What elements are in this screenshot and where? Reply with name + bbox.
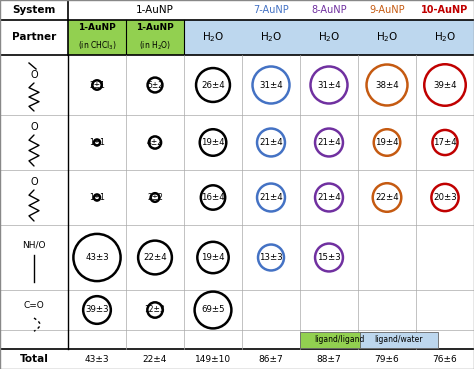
- Text: 1±1: 1±1: [89, 193, 105, 202]
- Text: 86±7: 86±7: [259, 355, 283, 363]
- Text: 21±4: 21±4: [317, 193, 341, 202]
- Text: Total: Total: [19, 354, 48, 364]
- Text: 39±4: 39±4: [433, 80, 457, 90]
- Text: H$_2$O: H$_2$O: [202, 31, 224, 44]
- Text: 20±3: 20±3: [433, 193, 457, 202]
- Text: 5±2: 5±2: [147, 80, 163, 90]
- Text: 22±4: 22±4: [143, 355, 167, 363]
- Text: 7-AuNP: 7-AuNP: [253, 5, 289, 15]
- Text: (in H$_2$O): (in H$_2$O): [139, 40, 171, 52]
- Text: 1-AuNP: 1-AuNP: [78, 23, 116, 32]
- Text: H$_2$O: H$_2$O: [260, 31, 282, 44]
- Text: O: O: [30, 122, 38, 132]
- Bar: [184, 20, 474, 55]
- Text: 17±4: 17±4: [433, 138, 457, 147]
- Text: ligand/ligand: ligand/ligand: [314, 335, 364, 344]
- Text: 31±4: 31±4: [317, 80, 341, 90]
- Text: (in CHCl$_3$): (in CHCl$_3$): [78, 40, 117, 52]
- Text: NH/O: NH/O: [22, 241, 46, 249]
- Text: 12±3: 12±3: [145, 306, 165, 314]
- Text: 76±6: 76±6: [433, 355, 457, 363]
- Text: 15±3: 15±3: [317, 253, 341, 262]
- Text: 16±4: 16±4: [201, 193, 225, 202]
- Text: 88±7: 88±7: [317, 355, 341, 363]
- Text: C=O: C=O: [24, 301, 45, 310]
- Text: O: O: [30, 177, 38, 187]
- Text: 31±4: 31±4: [259, 80, 283, 90]
- Text: 69±5: 69±5: [201, 306, 225, 314]
- Text: 149±10: 149±10: [195, 355, 231, 363]
- Text: 10-AuNP: 10-AuNP: [421, 5, 469, 15]
- Text: Partner: Partner: [12, 32, 56, 42]
- Text: 21±4: 21±4: [317, 138, 341, 147]
- Bar: [68, 20, 184, 55]
- Text: 13±3: 13±3: [259, 253, 283, 262]
- Text: 43±3: 43±3: [85, 253, 109, 262]
- Text: System: System: [12, 5, 55, 15]
- Text: 2±2: 2±2: [147, 193, 163, 202]
- Text: 22±4: 22±4: [143, 253, 167, 262]
- Text: 2±1: 2±1: [89, 80, 105, 90]
- Text: 1±1: 1±1: [89, 138, 105, 147]
- Text: 38±4: 38±4: [375, 80, 399, 90]
- Bar: [300, 331, 378, 348]
- Text: ligand/water: ligand/water: [375, 335, 423, 344]
- Text: H$_2$O: H$_2$O: [318, 31, 340, 44]
- Text: O: O: [30, 70, 38, 80]
- Text: 39±3: 39±3: [85, 306, 109, 314]
- Text: 19±4: 19±4: [201, 253, 225, 262]
- Text: H$_2$O: H$_2$O: [376, 31, 398, 44]
- Text: 8-AuNP: 8-AuNP: [311, 5, 347, 15]
- Text: 21±4: 21±4: [259, 193, 283, 202]
- Text: 26±4: 26±4: [201, 80, 225, 90]
- Bar: [360, 331, 438, 348]
- Text: 1-AuNP: 1-AuNP: [136, 23, 174, 32]
- Text: 19±4: 19±4: [375, 138, 399, 147]
- Text: 79±6: 79±6: [374, 355, 400, 363]
- Text: 43±3: 43±3: [85, 355, 109, 363]
- Text: H$_2$O: H$_2$O: [434, 31, 456, 44]
- Text: 19±4: 19±4: [201, 138, 225, 147]
- Text: 1-AuNP: 1-AuNP: [136, 5, 174, 15]
- Text: 22±4: 22±4: [375, 193, 399, 202]
- Text: 4±2: 4±2: [147, 138, 163, 147]
- Text: 9-AuNP: 9-AuNP: [369, 5, 405, 15]
- Text: 21±4: 21±4: [259, 138, 283, 147]
